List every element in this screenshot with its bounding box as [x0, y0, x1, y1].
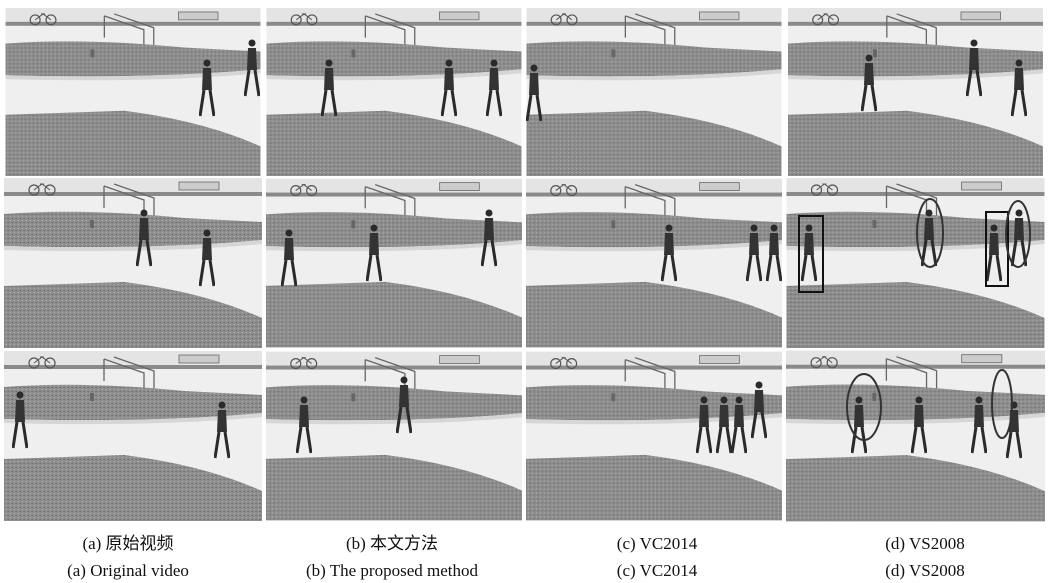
- caption-chinese: (c) VC2014: [617, 534, 698, 553]
- video-frame: [266, 352, 522, 521]
- scene: [4, 351, 262, 521]
- caption-chinese: (d) VS2008: [885, 534, 965, 553]
- caption-chinese: (b) 本文方法: [346, 534, 438, 553]
- scene: [267, 8, 522, 176]
- caption-english: (b) The proposed method: [306, 561, 479, 580]
- scene: [527, 8, 782, 176]
- scene: [266, 352, 522, 521]
- video-frame: [526, 352, 782, 521]
- caption-english: (c) VC2014: [617, 561, 698, 580]
- caption-english: (d) VS2008: [885, 561, 965, 580]
- scene: [4, 178, 262, 348]
- video-frame: [266, 179, 522, 348]
- video-frame: [788, 8, 1043, 176]
- video-frame: [787, 178, 1045, 348]
- panel-grid: [4, 8, 1045, 521]
- caption-english: (a) Original video: [67, 561, 189, 580]
- video-frame: [526, 179, 782, 348]
- figure: (a) 原始视频 (a) Original video (b) 本文方法 (b)…: [0, 0, 1049, 583]
- scene: [787, 178, 1045, 348]
- video-frame: [4, 178, 262, 348]
- scene: [526, 179, 782, 348]
- scene: [788, 8, 1043, 176]
- video-frame: [527, 8, 782, 176]
- video-frame: [6, 8, 261, 176]
- video-frame: [267, 8, 522, 176]
- captions: (a) 原始视频 (a) Original video (b) 本文方法 (b)…: [67, 534, 965, 580]
- scene: [6, 8, 261, 176]
- video-frame: [4, 351, 262, 521]
- caption-chinese: (a) 原始视频: [82, 534, 173, 553]
